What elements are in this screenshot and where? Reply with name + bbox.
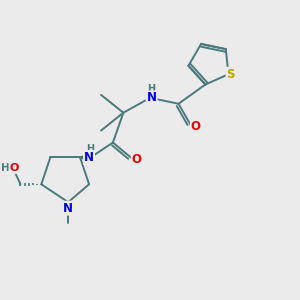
Text: N: N	[147, 91, 157, 104]
Text: N: N	[63, 202, 73, 215]
Text: O: O	[132, 153, 142, 166]
Polygon shape	[80, 155, 91, 160]
Text: S: S	[226, 68, 235, 81]
Text: H: H	[86, 144, 94, 154]
Text: N: N	[84, 151, 94, 164]
Text: O: O	[10, 163, 19, 173]
Text: H: H	[147, 85, 155, 94]
Text: H: H	[1, 163, 10, 173]
Text: O: O	[191, 120, 201, 133]
